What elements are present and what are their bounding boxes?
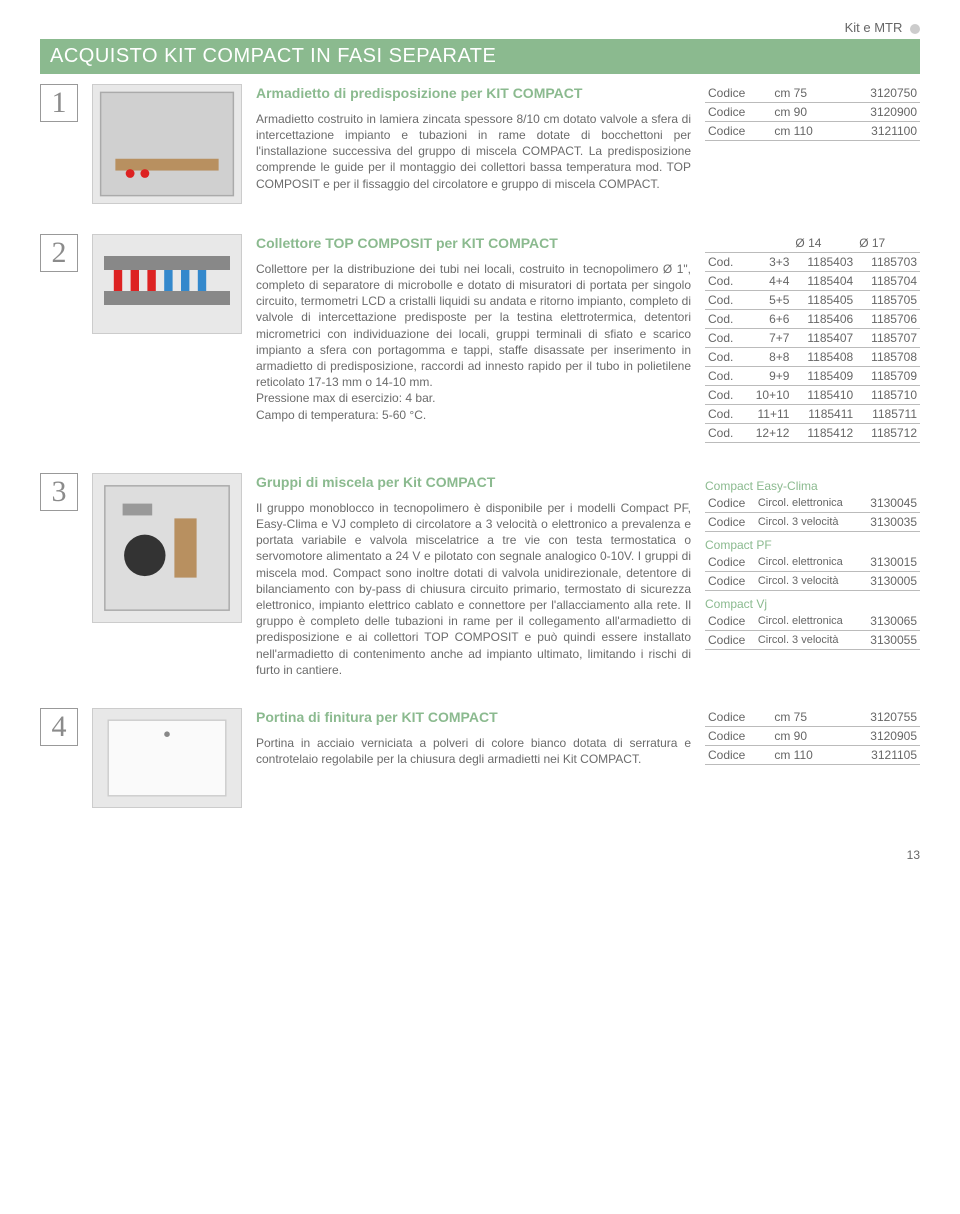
section-extra: Pressione max di esercizio: 4 bar. <box>256 390 691 406</box>
page-category-label: Kit e MTR <box>40 20 920 35</box>
page-number: 13 <box>40 848 920 862</box>
section-4: 4 Portina di finitura per KIT COMPACT Po… <box>40 708 920 808</box>
table-row: Cod.5+511854051185705 <box>705 291 920 310</box>
table-row: CodiceCircol. elettronica3130045 <box>705 494 920 513</box>
table-row: CodiceCircol. 3 velocità3130005 <box>705 572 920 591</box>
section-body: Collettore per la distribuzione dei tubi… <box>256 261 691 391</box>
table-header: Ø 14Ø 17 <box>705 234 920 253</box>
section-number: 4 <box>40 708 78 746</box>
product-image <box>92 84 242 204</box>
table-row: Codicecm 1103121105 <box>705 745 920 764</box>
section-2: 2 Collettore TOP COMPOSIT per KIT COMPAC… <box>40 234 920 443</box>
section-title: Armadietto di predisposizione per KIT CO… <box>256 84 691 103</box>
section-data-table: Compact Easy-Clima CodiceCircol. elettro… <box>705 473 920 678</box>
section-number: 2 <box>40 234 78 272</box>
section-number: 1 <box>40 84 78 122</box>
section-title: Portina di finitura per KIT COMPACT <box>256 708 691 727</box>
table-row: CodiceCircol. elettronica3130065 <box>705 612 920 631</box>
table-row: Cod.10+1011854101185710 <box>705 386 920 405</box>
table-row: Cod.8+811854081185708 <box>705 348 920 367</box>
section-1: 1 Armadietto di predisposizione per KIT … <box>40 84 920 204</box>
table-row: Codicecm 903120900 <box>705 103 920 122</box>
section-body: Il gruppo monoblocco in tecnopolimero è … <box>256 500 691 678</box>
table-row: CodiceCircol. 3 velocità3130055 <box>705 631 920 650</box>
table-row: Codicecm 753120755 <box>705 708 920 727</box>
product-image <box>92 708 242 808</box>
table-row: Codicecm 903120905 <box>705 726 920 745</box>
table-row: Cod.7+711854071185707 <box>705 329 920 348</box>
section-extra: Campo di temperatura: 5-60 °C. <box>256 407 691 423</box>
table-row: Cod.9+911854091185709 <box>705 367 920 386</box>
table-row: CodiceCircol. elettronica3130015 <box>705 553 920 572</box>
section-data-table: Codicecm 753120750 Codicecm 903120900 Co… <box>705 84 920 204</box>
section-body: Portina in acciaio verniciata a polveri … <box>256 735 691 767</box>
table-row: Cod.4+411854041185704 <box>705 272 920 291</box>
section-number: 3 <box>40 473 78 511</box>
group-title: Compact PF <box>705 538 920 552</box>
section-body: Armadietto costruito in lamiera zincata … <box>256 111 691 192</box>
table-row: Cod.3+311854031185703 <box>705 253 920 272</box>
section-title: Collettore TOP COMPOSIT per KIT COMPACT <box>256 234 691 253</box>
table-row: Cod.11+1111854111185711 <box>705 405 920 424</box>
page-header: ACQUISTO KIT COMPACT IN FASI SEPARATE <box>40 39 920 74</box>
table-row: Codicecm 753120750 <box>705 84 920 103</box>
group-title: Compact Easy-Clima <box>705 479 920 493</box>
section-3: 3 Gruppi di miscela per Kit COMPACT Il g… <box>40 473 920 678</box>
table-row: CodiceCircol. 3 velocità3130035 <box>705 513 920 532</box>
section-data-table: Ø 14Ø 17 Cod.3+311854031185703 Cod.4+411… <box>705 234 920 443</box>
section-title: Gruppi di miscela per Kit COMPACT <box>256 473 691 492</box>
group-title: Compact Vj <box>705 597 920 611</box>
product-image <box>92 234 242 443</box>
table-row: Cod.6+611854061185706 <box>705 310 920 329</box>
table-row: Codicecm 1103121100 <box>705 122 920 141</box>
table-row: Cod.12+1211854121185712 <box>705 424 920 443</box>
section-data-table: Codicecm 753120755 Codicecm 903120905 Co… <box>705 708 920 808</box>
product-image <box>92 473 242 678</box>
